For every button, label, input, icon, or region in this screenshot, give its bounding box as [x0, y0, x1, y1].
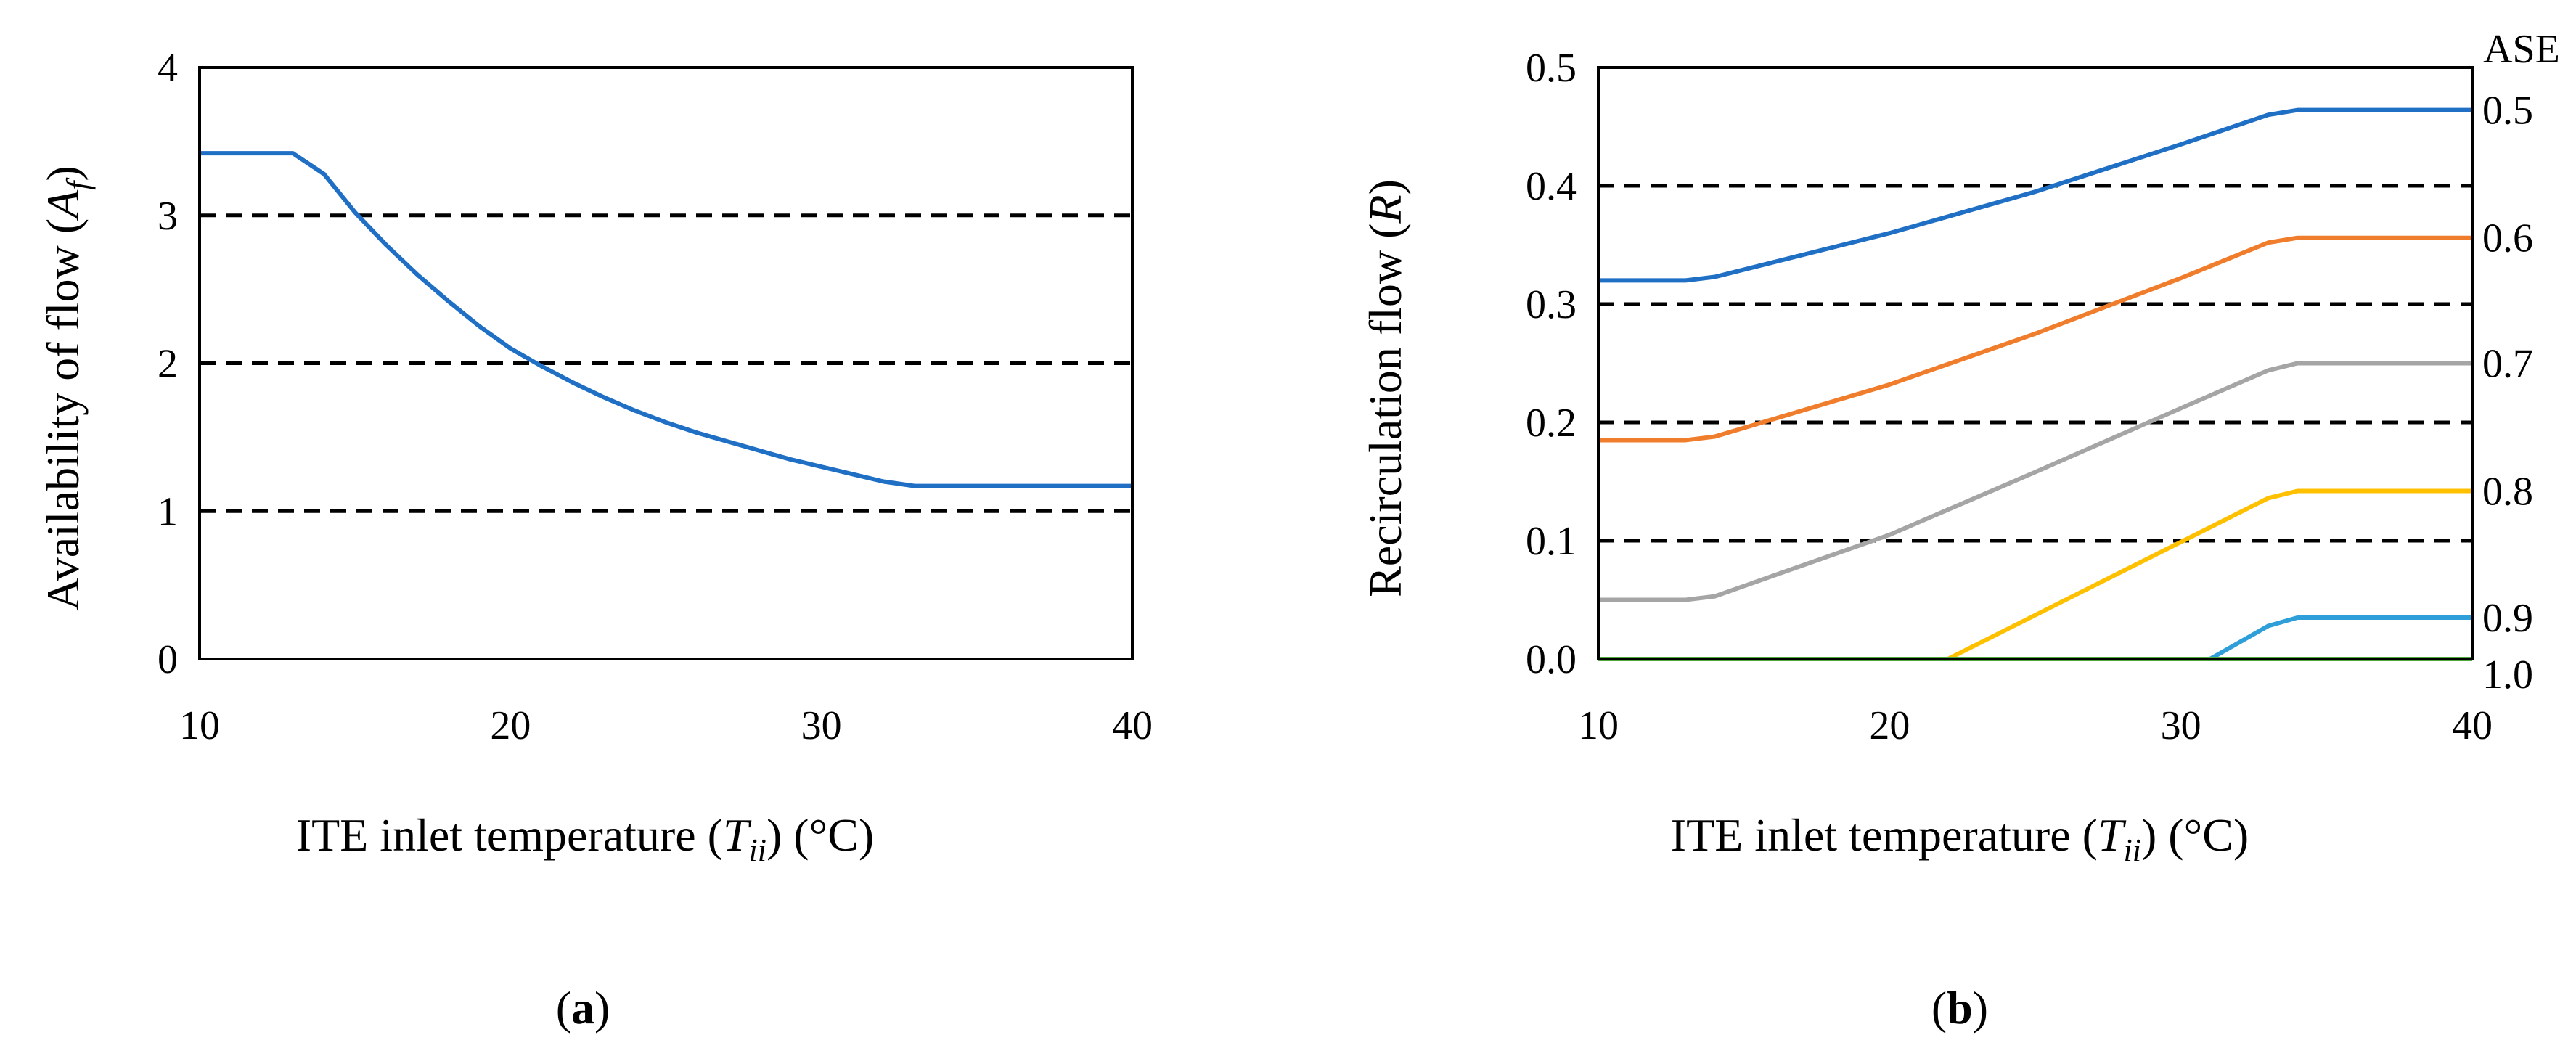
b-series-line-1 — [1598, 235, 2472, 443]
a-x-tick-labels: 10 20 30 40 — [179, 703, 1153, 748]
b-y-tick-label: 0.4 — [1526, 164, 1577, 209]
b-ase-label: 0.5 — [2482, 89, 2533, 134]
b-ase-label: 0.9 — [2482, 596, 2533, 641]
b-x-tick-label: 40 — [2452, 703, 2493, 748]
a-y-tick-label: 3 — [158, 194, 178, 239]
b-y-tick-label: 0.1 — [1526, 519, 1577, 564]
a-x-tick-label: 30 — [801, 703, 842, 748]
a-x-tick-label: 40 — [1112, 703, 1153, 748]
a-y-tick-label: 0 — [158, 637, 178, 682]
b-plot-frame — [1597, 66, 2474, 660]
b-y-tick-label: 0.5 — [1526, 46, 1577, 91]
panel-label-b: (b) — [1931, 982, 1988, 1034]
b-y-tick-label: 0.3 — [1526, 282, 1577, 327]
a-x-tick-label: 10 — [179, 703, 220, 748]
b-ase-label: 0.8 — [2482, 470, 2533, 515]
b-ase-labels: 0.5 0.6 0.7 0.8 0.9 1.0 — [2482, 89, 2533, 697]
b-ase-label: 1.0 — [2482, 652, 2533, 697]
a-y-tick-labels: 0 1 2 3 4 — [158, 46, 178, 682]
b-x-axis-title: ITE inlet temperature (Tii) (°C) — [1671, 809, 2249, 868]
b-series-lines — [1598, 107, 2472, 661]
b-series-line-4 — [1598, 615, 2472, 661]
a-y-tick-label: 2 — [158, 342, 178, 387]
b-y-tick-labels: 0.0 0.1 0.2 0.3 0.4 0.5 — [1526, 46, 1577, 682]
b-x-tick-label: 30 — [2161, 703, 2201, 748]
b-series-line-0 — [1598, 107, 2472, 283]
a-y-axis-title: Availability of flow (Af) — [37, 165, 96, 611]
a-series-line-0 — [200, 151, 1132, 488]
b-y-tick-label: 0.0 — [1526, 637, 1577, 682]
a-plot-frame — [198, 66, 1134, 660]
b-ase-label: 0.7 — [2482, 342, 2533, 387]
b-gridlines — [1598, 184, 2472, 543]
panel-b: 0.0 0.1 0.2 0.3 0.4 0.5 10 20 30 40 0.5 0.6 0.7 0.8… — [1359, 27, 2560, 1034]
panel-a: 0 1 2 3 4 10 20 30 40 ITE inlet temperature (Ti… — [37, 46, 1153, 1034]
b-series-line-2 — [1598, 361, 2472, 602]
b-ase-axis-title: ASE — [2483, 27, 2560, 72]
panel-label-a: (a) — [556, 982, 610, 1034]
a-y-tick-label: 1 — [158, 489, 178, 534]
b-y-tick-label: 0.2 — [1526, 401, 1577, 446]
a-y-tick-label: 4 — [158, 46, 178, 91]
b-x-tick-label: 10 — [1578, 703, 1619, 748]
b-x-tick-label: 20 — [1869, 703, 1910, 748]
a-series-lines — [200, 151, 1132, 488]
a-x-tick-label: 20 — [490, 703, 531, 748]
a-gridlines — [200, 213, 1132, 513]
a-x-axis-title: ITE inlet temperature (Tii) (°C) — [296, 809, 874, 868]
b-y-axis-title: Recirculation flow (R) — [1359, 179, 1411, 597]
b-ase-label: 0.6 — [2482, 216, 2533, 261]
b-x-tick-labels: 10 20 30 40 — [1578, 703, 2493, 748]
b-series-line-3 — [1598, 488, 2472, 661]
